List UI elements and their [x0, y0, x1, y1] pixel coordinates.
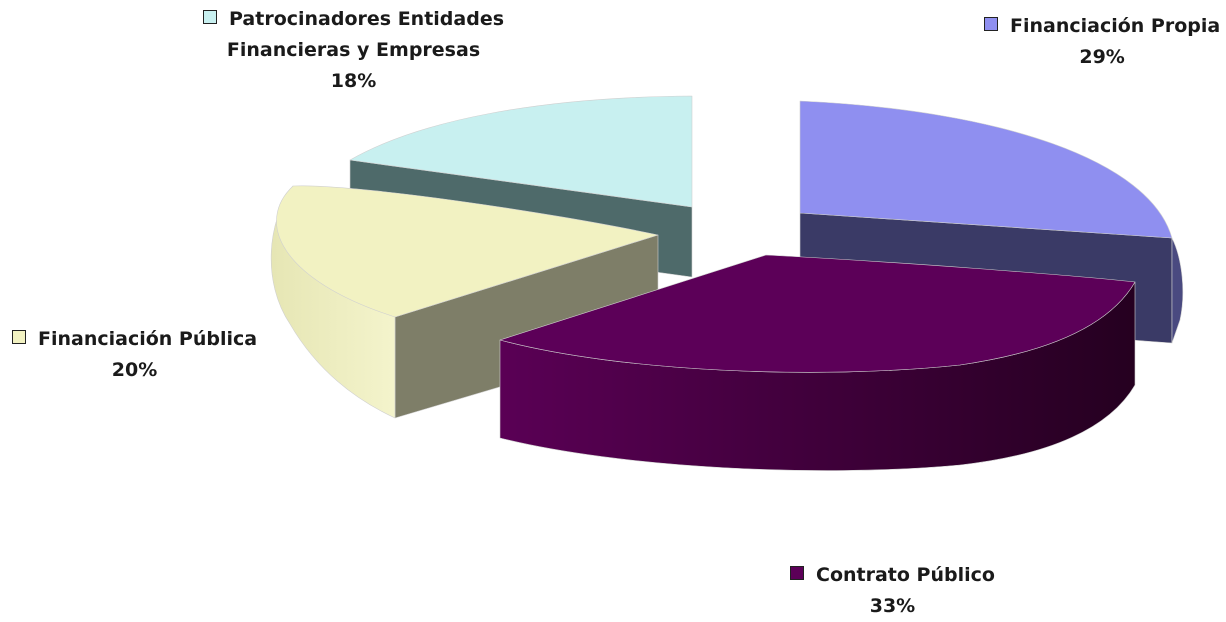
- label-financiacion-propia-name: Financiación Propia: [1010, 15, 1221, 37]
- label-patrocinadores: Patrocinadores Entidades Financieras y E…: [203, 4, 504, 97]
- label-financiacion-publica-pct: 20%: [111, 359, 158, 381]
- label-contrato-publico-pct: 33%: [869, 595, 916, 617]
- label-contrato-publico-name: Contrato Público: [816, 564, 995, 586]
- label-financiacion-publica: Financiación Pública 20%: [12, 324, 257, 386]
- slice-financiacion-propia-rim: [1171, 237, 1184, 344]
- slice-contrato-publico-top: [499, 254, 1136, 373]
- financiacion-propia-swatch: [984, 17, 998, 31]
- label-financiacion-propia: Financiación Propia 29%: [984, 11, 1220, 73]
- financiacion-publica-swatch: [12, 330, 26, 344]
- label-patrocinadores-line2: Financieras y Empresas: [226, 39, 481, 61]
- slice-financiacion-publica-top: [276, 185, 659, 318]
- contrato-publico-swatch: [790, 566, 804, 580]
- slice-patrocinadores-top: [349, 95, 693, 208]
- label-financiacion-publica-name: Financiación Pública: [38, 328, 258, 350]
- label-patrocinadores-line1: Patrocinadores Entidades: [229, 8, 505, 30]
- label-financiacion-propia-pct: 29%: [1079, 46, 1125, 68]
- slice-financiacion-propia-top: [799, 100, 1173, 239]
- label-patrocinadores-pct: 18%: [330, 70, 377, 92]
- patrocinadores-swatch: [203, 10, 217, 24]
- label-contrato-publico: Contrato Público 33%: [790, 560, 995, 622]
